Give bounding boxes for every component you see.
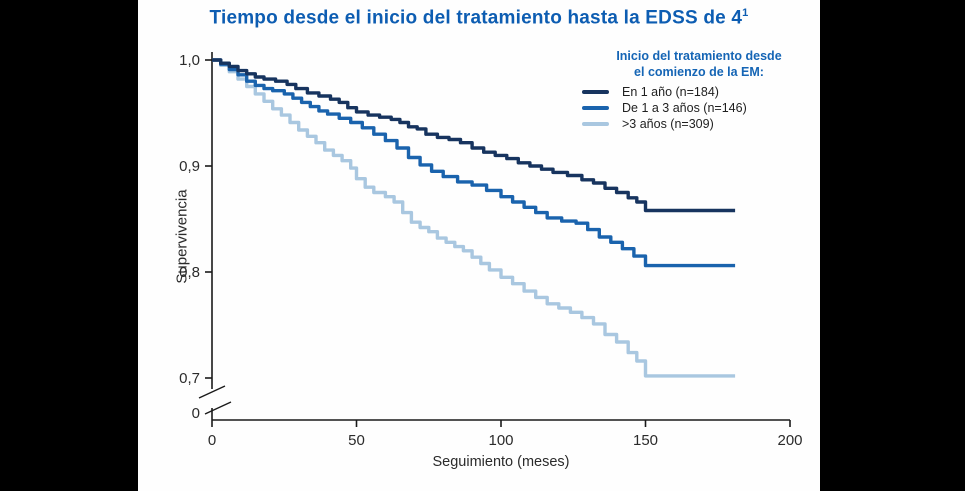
- legend-label: >3 años (n=309): [622, 117, 714, 131]
- y-tick-label: 0,9: [179, 158, 200, 175]
- chart-title-text: Tiempo desde el inicio del tratamiento h…: [209, 7, 743, 29]
- x-tick-label: 50: [348, 432, 365, 449]
- chart-title-footnote-marker: 1: [742, 7, 749, 19]
- x-axis-title: Seguimiento (meses): [432, 454, 570, 470]
- legend-line-swatch-dark-navy: [582, 89, 609, 95]
- legend-label: De 1 a 3 años (n=146): [622, 101, 747, 115]
- legend-item-de-1-a-3-anos: De 1 a 3 años (n=146): [582, 101, 822, 115]
- legend-item-mas-3-anos: >3 años (n=309): [582, 117, 822, 131]
- y-axis-break-slash: [204, 401, 232, 415]
- legend-line-swatch-medium-blue: [582, 105, 609, 111]
- km-curve-1: [212, 58, 736, 268]
- x-tick-label: 150: [633, 432, 658, 449]
- legend-title: Inicio del tratamiento desde el comienzo…: [576, 48, 822, 80]
- y-axis-title: Supervivencia: [173, 189, 191, 284]
- x-tick-label: 0: [208, 432, 216, 449]
- km-curve-2: [212, 58, 736, 378]
- legend-title-line-2: el comienzo de la EM:: [634, 65, 764, 79]
- chart-title: Tiempo desde el inicio del tratamiento h…: [138, 7, 820, 29]
- survival-chart-plot: 1,0 0,9 0,8 0,7 00 50 100 150 200: [179, 52, 803, 449]
- y-zero-label: 0: [192, 405, 200, 422]
- y-tick-label: 0,7: [179, 370, 200, 387]
- legend-title-line-1: Inicio del tratamiento desde: [616, 49, 782, 63]
- x-tick-label: 200: [777, 432, 802, 449]
- chart-legend: Inicio del tratamiento desde el comienzo…: [576, 48, 822, 135]
- km-curve-0: [212, 58, 736, 213]
- y-axis-break-slash: [198, 385, 226, 399]
- x-tick-label: 100: [488, 432, 513, 449]
- y-tick-label: 0,8: [179, 264, 200, 281]
- legend-item-en-1-ano: En 1 año (n=184): [582, 85, 822, 99]
- legend-line-swatch-light-blue: [582, 121, 609, 127]
- figure-canvas: Tiempo desde el inicio del tratamiento h…: [138, 0, 820, 491]
- y-tick-label: 1,0: [179, 52, 200, 69]
- legend-label: En 1 año (n=184): [622, 85, 719, 99]
